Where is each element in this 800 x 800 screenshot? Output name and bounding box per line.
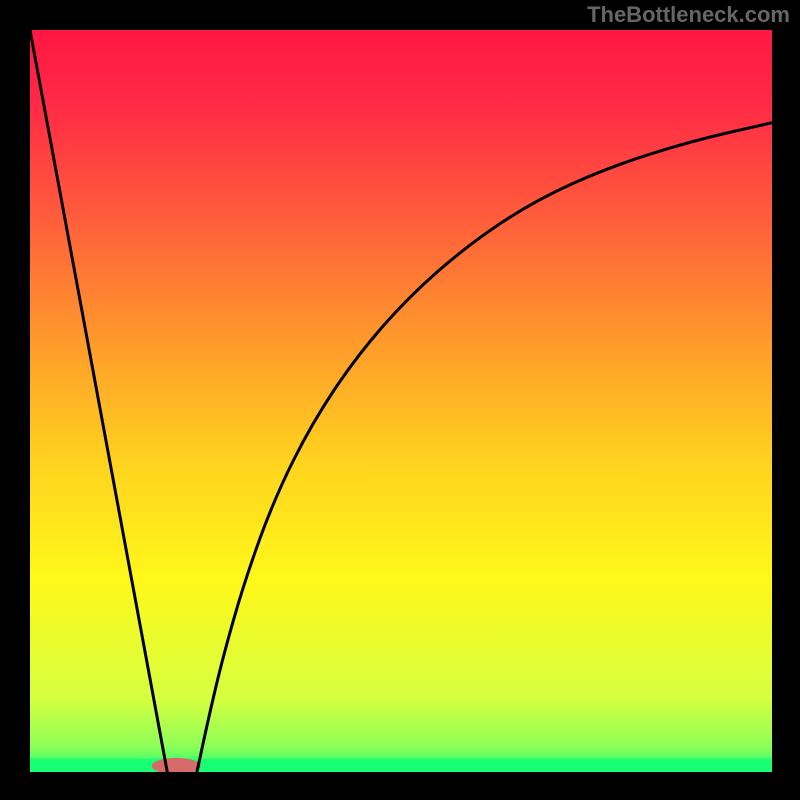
chart-root: TheBottleneck.com: [0, 0, 800, 800]
baseline-band: [30, 759, 772, 772]
watermark-text: TheBottleneck.com: [587, 2, 790, 28]
plot-svg: [30, 30, 772, 772]
plot-area: [30, 30, 772, 772]
gradient-background: [30, 30, 772, 772]
